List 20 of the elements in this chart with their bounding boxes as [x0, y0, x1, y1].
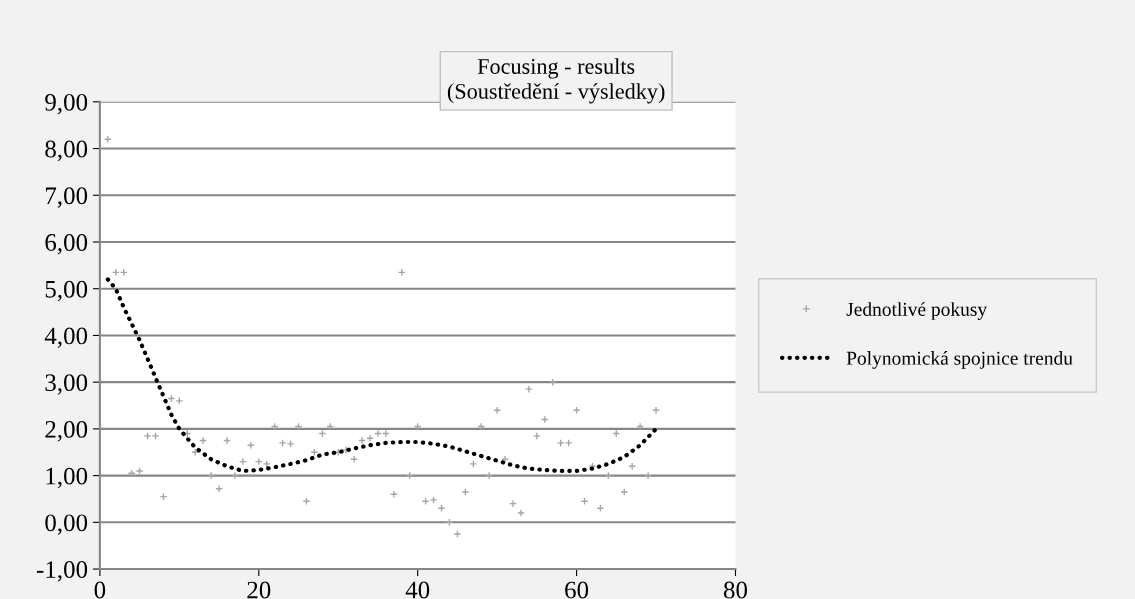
- x-tick-label: 60: [565, 581, 589, 599]
- y-tick-label: 3,00: [45, 374, 88, 395]
- y-tick-label: 5,00: [45, 280, 88, 302]
- x-tick-label: 40: [405, 581, 430, 599]
- legend-label: Polynomická spojnice trendu: [846, 351, 1073, 369]
- legend-label: Jednotlivé pokusy: [846, 302, 988, 320]
- x-tick-label: 20: [247, 581, 271, 599]
- line-series: [105, 277, 659, 474]
- y-tick-label: 6,00: [45, 234, 88, 255]
- y-tick-label: 2,00: [45, 420, 88, 442]
- chart-title: Focusing - results (Soustředění - výsledky): [447, 58, 665, 104]
- y-tick-label: 9,00: [45, 93, 88, 115]
- x-tick-label: 80: [723, 581, 748, 599]
- y-tick-label: 7,00: [45, 187, 88, 208]
- y-tick-label: -1,00: [36, 561, 88, 582]
- y-tick-label: 8,00: [45, 140, 88, 162]
- y-tick-label: 4,00: [44, 327, 88, 348]
- y-tick-label: 0,00: [45, 514, 88, 535]
- y-tick-label: 1,00: [46, 467, 88, 489]
- x-tick-label: 0: [94, 581, 106, 599]
